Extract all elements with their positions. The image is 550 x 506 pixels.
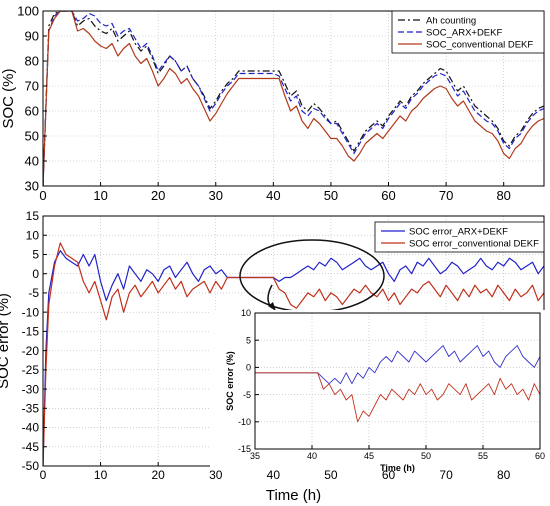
legend-entry-0: Ah counting	[426, 16, 476, 27]
x-tick-label: 55	[478, 451, 488, 461]
legend-box	[374, 221, 545, 253]
y-tick-label: 10	[26, 228, 40, 242]
panel-inset-zoom: 35 40 45 50 55 60 -15 -10 -5 0 5 10 SOC error (%) Tim…	[210, 308, 546, 473]
plot-frame	[42, 10, 545, 187]
y-tick-label: 40	[25, 154, 39, 169]
y-tick-label: 100	[17, 4, 39, 19]
y-tick-label: -10	[22, 305, 40, 319]
plot-frame	[254, 312, 541, 450]
y-tick-label: -25	[22, 363, 40, 377]
y-tick-label: -5	[28, 286, 39, 300]
x-tick-label: 50	[324, 468, 338, 482]
x-tick-label: 45	[364, 451, 374, 461]
y-tick-label: 0	[32, 267, 39, 281]
series-line-2	[43, 11, 544, 186]
x-tick-label: 60	[382, 468, 396, 482]
x-axis-label: Time (h)	[380, 463, 415, 473]
x-tick-label: 30	[209, 468, 223, 482]
x-tick-label: 20	[151, 188, 165, 203]
y-axis-label: SOC error (%)	[0, 293, 12, 389]
y-axis-label: SOC (%)	[0, 68, 17, 128]
x-tick-label: 60	[381, 188, 395, 203]
y-tick-label: 60	[25, 104, 39, 119]
y-tick-label: 90	[25, 29, 39, 44]
y-tick-label: -30	[22, 382, 40, 396]
x-tick-label: 10	[94, 468, 108, 482]
series-group	[255, 345, 540, 423]
y-tick-label: -45	[22, 440, 40, 454]
y-tick-label: -15	[22, 325, 40, 339]
legend-entry-0: SOC error_ARX+DEKF	[409, 227, 508, 238]
x-tick-label: 0	[40, 468, 47, 482]
y-tick-label: 70	[25, 79, 39, 94]
x-tick-label: 10	[93, 188, 107, 203]
y-tick-label: -50	[22, 459, 40, 473]
y-tick-label: -15	[238, 444, 251, 454]
plot-area	[255, 313, 540, 449]
y-tick-label: 5	[32, 248, 39, 262]
x-tick-label: 50	[324, 188, 338, 203]
y-tick-label: -10	[238, 417, 251, 427]
x-tick-label: 80	[496, 188, 510, 203]
x-tick-label: 35	[250, 451, 260, 461]
series-line-0	[43, 250, 544, 466]
x-tick-label: 40	[307, 451, 317, 461]
series-line-1	[255, 372, 540, 423]
series-line-1	[43, 242, 544, 466]
series-group	[43, 11, 544, 186]
y-tick-label: 30	[25, 179, 39, 194]
panel-top-soc: 0 10 20 30 40 50 60 70 80 30 40 50 60 70 80 90 100 SOC (%…	[0, 4, 545, 203]
x-tick-label: 20	[151, 468, 165, 482]
series-line-0	[43, 11, 544, 186]
x-tick-label: 60	[535, 451, 545, 461]
y-tick-label: -40	[22, 421, 40, 435]
x-tick-label: 0	[39, 188, 46, 203]
y-tick-label: -5	[243, 390, 251, 400]
zoom-arrow-head	[268, 302, 276, 311]
series-group	[43, 242, 544, 466]
y-tick-label: 0	[246, 363, 251, 373]
x-tick-label: 30	[209, 188, 223, 203]
x-tick-label: 80	[497, 468, 511, 482]
series-line-0	[255, 345, 540, 385]
y-tick-label: 10	[241, 308, 251, 318]
y-tick-label: 80	[25, 54, 39, 69]
legend-entry-1: SOC_ARX+DEKF	[426, 28, 502, 39]
x-tick-label: 50	[421, 451, 431, 461]
x-tick-label: 40	[267, 468, 281, 482]
y-axis-label: SOC error (%)	[225, 351, 235, 411]
x-tick-label: 70	[439, 188, 453, 203]
x-axis-label: Time (h)	[266, 487, 321, 504]
y-tick-label: 50	[25, 129, 39, 144]
legend-entry-2: SOC_conventional DEKF	[426, 40, 533, 51]
legend-entry-1: SOC error_conventional DEKF	[409, 239, 539, 250]
y-tick-label: 15	[26, 209, 40, 223]
x-tick-label: 40	[266, 188, 280, 203]
y-tick-label: -35	[22, 402, 40, 416]
x-tick-label: 70	[439, 468, 453, 482]
y-tick-label: 5	[246, 335, 251, 345]
y-tick-label: -20	[22, 344, 40, 358]
